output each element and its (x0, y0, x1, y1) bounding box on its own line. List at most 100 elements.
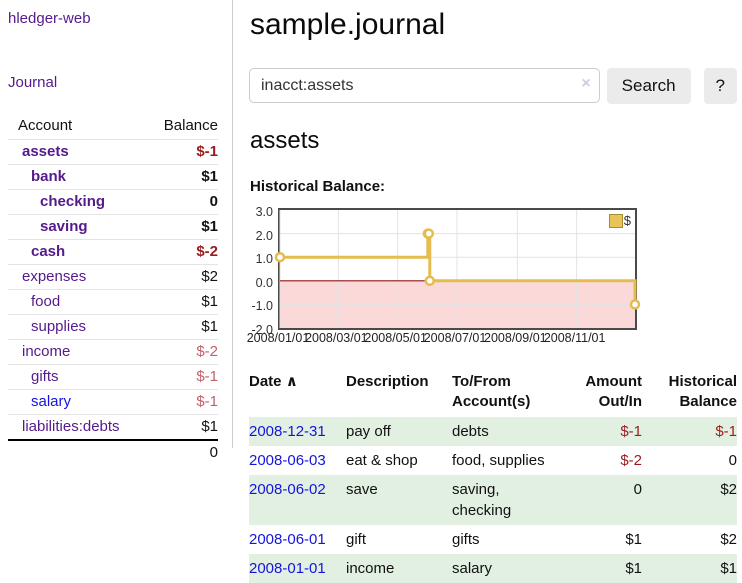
sidebar-account-balance: $-1 (141, 139, 218, 165)
x-tick-label: 2008/07/01 (423, 331, 487, 345)
sidebar-account-link[interactable]: cash (31, 243, 66, 260)
sidebar-account-balance: $-1 (141, 389, 218, 415)
sidebar-account-balance: $1 (141, 214, 218, 240)
col-accounts: To/From Account(s) (452, 373, 531, 411)
y-tick-label: 1.0 (255, 252, 273, 267)
sidebar-account-name-cell: cash (8, 239, 142, 265)
sidebar-account-name-cell: liabilities:debts (8, 414, 142, 440)
register-date-cell: 2008-06-02 (249, 475, 346, 525)
col-amount: Amount Out/In (585, 373, 642, 411)
sidebar-account-name-cell: supplies (8, 314, 142, 340)
sidebar-account-link[interactable]: expenses (22, 268, 87, 285)
sidebar-account-balance: $2 (141, 264, 218, 290)
chart-y-axis: 3.0 2.0 1.0 0.0 -1.0 -2.0 (249, 205, 274, 337)
sidebar-account-link[interactable]: assets (22, 143, 69, 160)
register-amount-cell: $-2 (620, 451, 642, 469)
accounts-header-account: Account (18, 117, 73, 134)
sidebar-account-link[interactable]: checking (40, 193, 106, 210)
search-input[interactable] (249, 68, 600, 103)
register-date-link[interactable]: 2008-12-31 (249, 422, 326, 440)
register-table: Date ∧ Description To/From Account(s) Am… (249, 369, 737, 583)
y-tick-label: -1.0 (251, 299, 273, 314)
register-date-link[interactable]: 2008-06-03 (249, 451, 326, 469)
col-date-label: Date (249, 373, 282, 390)
legend-label: $ (623, 213, 631, 228)
register-date-cell: 2008-12-31 (249, 417, 346, 446)
register-amount-cell: $1 (625, 530, 642, 548)
clear-search-icon[interactable]: × (581, 75, 591, 92)
y-tick-label: -2.0 (251, 323, 273, 337)
sidebar-nav: Journal (8, 74, 218, 92)
sidebar-account-link[interactable]: food (31, 293, 61, 310)
sidebar-account-row: salary $-1 (8, 389, 218, 415)
register-date-link[interactable]: 2008-01-01 (249, 559, 326, 577)
sidebar-account-row: bank $1 (8, 164, 218, 190)
register-accounts-cell: saving, checking (452, 480, 512, 519)
sidebar-account-name-cell: assets (8, 139, 142, 165)
y-tick-label: 3.0 (255, 205, 273, 219)
register-accounts-cell: gifts (452, 530, 480, 548)
chart-title: Historical Balance: (250, 178, 386, 195)
sidebar-account-row: assets $-1 (8, 139, 218, 165)
register-balance-cell: $-1 (715, 422, 737, 440)
sidebar-account-balance: 0 (141, 189, 218, 215)
x-tick-label: 2008/11/01 (543, 331, 606, 345)
x-tick-label: 2008/01/01 (246, 331, 310, 345)
sidebar-account-row: checking 0 (8, 189, 218, 215)
sidebar-account-link[interactable]: income (22, 343, 71, 360)
sidebar-accounts-body: assets $-1 bank $1 checking 0 saving $1 cash $-2 e… (8, 139, 218, 440)
sidebar-account-name-cell: gifts (8, 364, 142, 390)
register-body: 2008-12-31 pay off debts $-1 $-1 2008-06-03 ea… (249, 416, 737, 583)
sidebar-account-balance: $1 (141, 414, 218, 440)
col-date[interactable]: Date ∧ (249, 369, 346, 417)
sidebar-account-balance: $-2 (141, 339, 218, 365)
register-description-cell: eat & shop (346, 451, 418, 469)
sidebar-account-row: supplies $1 (8, 314, 218, 340)
help-button[interactable]: ? (703, 68, 737, 104)
sidebar-account-balance: $-1 (141, 364, 218, 390)
search-form: × Search ? (249, 68, 737, 104)
register-description-cell: save (346, 480, 378, 498)
sidebar-account-row: saving $1 (8, 214, 218, 240)
col-description: Description (346, 373, 429, 390)
register-row: 2008-06-03 eat & shop food, supplies $-2 0 (249, 446, 737, 475)
brand: hledger-web (8, 10, 218, 28)
chart-series (274, 210, 641, 328)
register-date-link[interactable]: 2008-06-01 (249, 530, 326, 548)
register-balance-cell: $2 (720, 480, 737, 498)
sidebar-item-journal[interactable]: Journal (8, 74, 58, 91)
sidebar-account-name-cell: food (8, 289, 142, 315)
search-box: × (249, 68, 600, 104)
sidebar-account-link[interactable]: salary (31, 393, 72, 410)
sidebar-account-link[interactable]: liabilities:debts (22, 418, 120, 435)
search-button[interactable]: Search (606, 68, 691, 104)
register-row: 2008-01-01 income salary $1 $1 (249, 553, 737, 583)
accounts-header-row: Account Balance (8, 113, 218, 140)
main-content: sample.journal × Search ? assets Histori… (247, 0, 737, 583)
sidebar-account-link[interactable]: saving (40, 218, 88, 235)
sidebar-account-balance: $1 (141, 289, 218, 315)
sidebar-account-row: expenses $2 (8, 264, 218, 290)
register-header-row: Date ∧ Description To/From Account(s) Am… (249, 369, 737, 417)
sidebar-account-balance: $1 (141, 314, 218, 340)
sidebar-account-row: income $-2 (8, 339, 218, 365)
sidebar-account-link[interactable]: bank (31, 168, 67, 185)
x-tick-label: 2008/09/01 (484, 331, 547, 345)
register-row: 2008-06-02 save saving, checking 0 $2 (249, 474, 737, 525)
register-balance-cell: 0 (728, 451, 737, 469)
sidebar-account-link[interactable]: gifts (31, 368, 59, 385)
chart-plot-area: $ (274, 208, 641, 330)
sidebar-account-link[interactable]: supplies (31, 318, 87, 335)
brand-link[interactable]: hledger-web (8, 10, 91, 27)
y-tick-label: 0.0 (255, 275, 273, 290)
sidebar-account-name-cell: bank (8, 164, 142, 190)
legend-swatch-icon (608, 213, 623, 228)
accounts-total-spacer (8, 439, 142, 464)
register-amount-cell: $1 (625, 559, 642, 577)
y-tick-label: 2.0 (255, 228, 273, 243)
register-date-link[interactable]: 2008-06-02 (249, 480, 326, 498)
col-balance: Historical Balance (668, 373, 737, 411)
sidebar-account-name-cell: checking (8, 189, 142, 215)
register-date-cell: 2008-01-01 (249, 554, 346, 583)
